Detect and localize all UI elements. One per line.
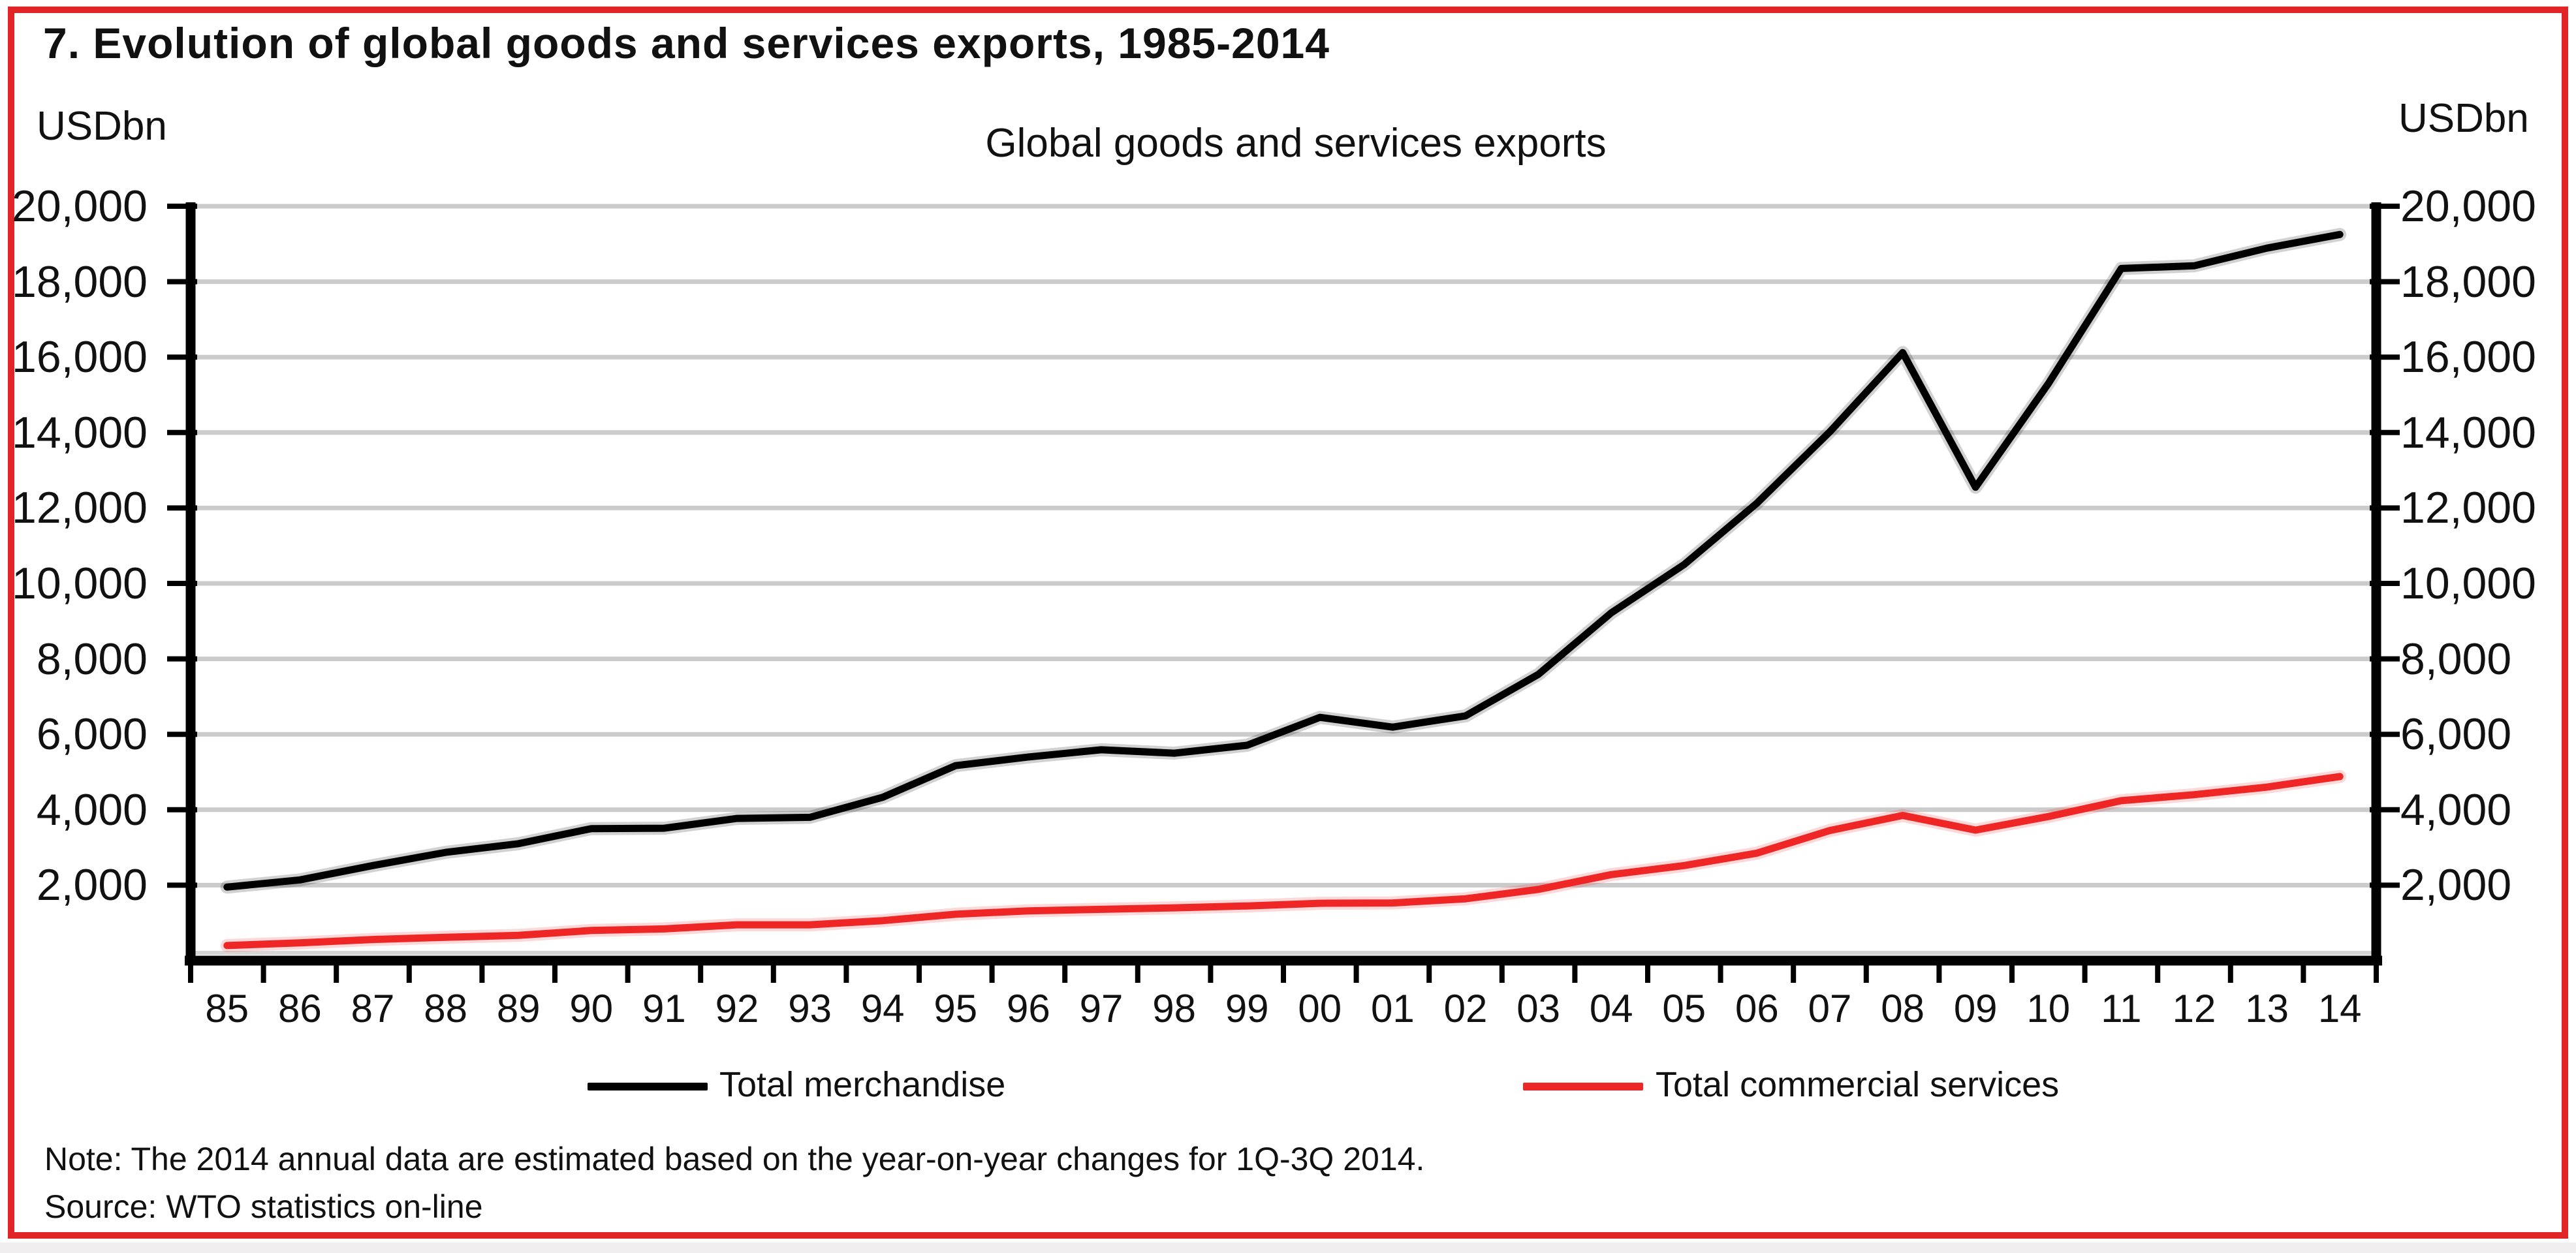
x-tick-label: 08: [1881, 987, 1924, 1030]
x-tick-label: 93: [788, 987, 832, 1030]
chart-source: Source: WTO statistics on-line: [44, 1188, 483, 1225]
y-tick-label-left: 4,000: [36, 784, 148, 835]
x-tick-label: 05: [1662, 987, 1706, 1030]
red-frame-border: [8, 7, 2568, 1239]
y-tick-label-right: 2,000: [2400, 860, 2512, 910]
x-tick-label: 00: [1298, 987, 1342, 1030]
figure-title: 7. Evolution of global goods and service…: [43, 19, 1330, 67]
y-axis-unit-left: USDbn: [37, 104, 167, 149]
legend-line-services: [1523, 1083, 1643, 1091]
x-tick-label: 95: [934, 987, 978, 1030]
series-line-merchandise: [223, 230, 2344, 891]
y-tick-label-left: 10,000: [12, 559, 148, 608]
x-tick-label: 87: [351, 987, 395, 1030]
y-tick-label-left: 18,000: [12, 256, 148, 307]
y-tick-label-left: 20,000: [12, 181, 148, 231]
bottom-edge-strip: [0, 1243, 2576, 1253]
x-tick-label: 02: [1443, 987, 1488, 1030]
y-tick-label-right: 20,000: [2400, 181, 2536, 231]
x-tick-label: 01: [1371, 987, 1415, 1030]
chart-note: Note: The 2014 annual data are estimated…: [44, 1141, 1425, 1177]
y-tick-label-right: 12,000: [2400, 483, 2536, 533]
x-tick-label: 10: [2026, 987, 2071, 1030]
y-tick-label-left: 2,000: [36, 860, 148, 910]
x-tick-label: 89: [496, 987, 541, 1030]
x-tick-label: 90: [569, 987, 614, 1030]
x-tick-label: 04: [1589, 987, 1633, 1030]
x-tick-label: 07: [1808, 987, 1852, 1030]
y-tick-label-right: 8,000: [2400, 634, 2512, 684]
x-tick-label: 09: [1953, 987, 1998, 1030]
y-tick-label-left: 16,000: [12, 332, 148, 382]
x-tick-label: 06: [1735, 987, 1779, 1030]
y-tick-label-left: 14,000: [12, 407, 148, 457]
x-tick-label: 03: [1516, 987, 1560, 1030]
x-tick-label: 92: [715, 987, 759, 1030]
x-tick-label: 96: [1007, 987, 1050, 1030]
legend-label-services: Total commercial services: [1656, 1065, 2060, 1104]
y-tick-label-right: 18,000: [2400, 256, 2536, 307]
y-tick-label-left: 8,000: [36, 634, 148, 684]
x-tick-label: 86: [278, 987, 322, 1030]
y-tick-label-right: 6,000: [2400, 709, 2512, 760]
x-tick-label: 99: [1225, 987, 1269, 1030]
chart-title: Global goods and services exports: [985, 121, 1607, 166]
y-tick-label-right: 16,000: [2400, 332, 2536, 382]
legend-label-merchandise: Total merchandise: [719, 1065, 1006, 1104]
x-tick-label: 14: [2317, 987, 2362, 1030]
x-tick-label: 97: [1079, 987, 1123, 1030]
x-tick-label: 94: [860, 987, 905, 1030]
y-tick-label-right: 14,000: [2400, 407, 2536, 457]
x-tick-label: 91: [642, 987, 686, 1030]
x-tick-label: 88: [424, 987, 467, 1030]
y-axis-unit-right: USDbn: [2398, 96, 2529, 141]
x-tick-label: 98: [1152, 987, 1196, 1030]
x-tick-label: 12: [2172, 987, 2216, 1030]
legend-line-merchandise: [588, 1083, 708, 1091]
x-tick-label: 13: [2245, 987, 2289, 1030]
y-tick-label-right: 4,000: [2400, 784, 2512, 835]
x-tick-label: 85: [205, 987, 249, 1030]
x-tick-label: 11: [2101, 987, 2142, 1030]
y-tick-label-left: 12,000: [12, 483, 148, 533]
y-tick-label-left: 6,000: [36, 709, 148, 760]
series-line-services: [223, 773, 2344, 950]
y-tick-label-right: 10,000: [2400, 559, 2536, 608]
